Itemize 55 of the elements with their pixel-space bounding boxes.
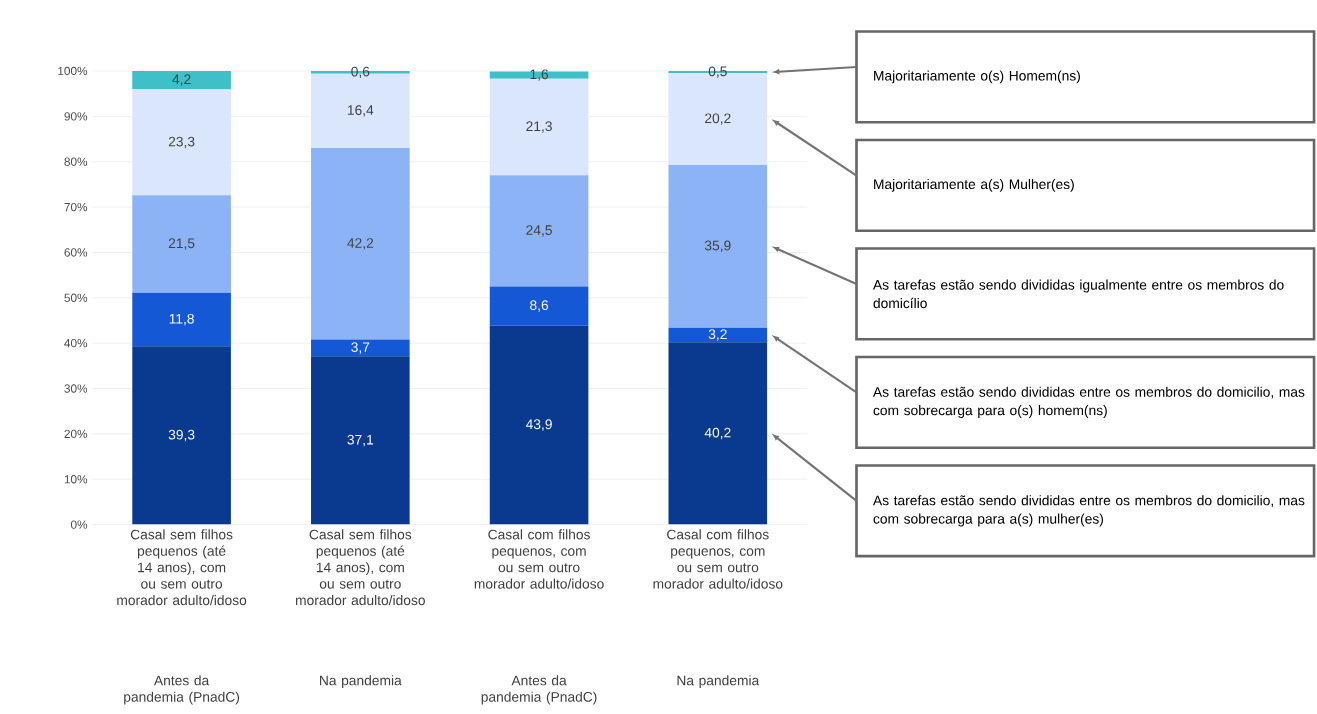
y-tick-label: 70% xyxy=(64,202,88,212)
data-label: 16,4 xyxy=(347,105,374,117)
data-label: 21,3 xyxy=(526,121,552,133)
text: Na pandemia xyxy=(677,675,760,689)
data-label: 3,7 xyxy=(351,342,370,354)
data-label: 39,3 xyxy=(168,429,195,442)
data-label: 11,8 xyxy=(169,313,194,326)
y-tick-label: 60% xyxy=(64,248,88,257)
bar xyxy=(132,89,231,196)
bar xyxy=(668,327,768,343)
y-tick-label: 40% xyxy=(64,338,88,348)
data-label: 40,2 xyxy=(704,427,731,440)
x-tick-label: Casal com filhos pequenos, com ou sem outro morador adulto/idoso xyxy=(653,529,783,589)
bar xyxy=(668,342,768,525)
bar xyxy=(489,325,589,525)
data-label: 42,2 xyxy=(347,238,374,250)
x-tick-label: Casal sem filhos pequenos (até 14 anos), com ou sem outro morador adulto/idoso xyxy=(117,529,247,606)
text: Majoritariamente o(s) Homem(ns) xyxy=(874,70,1080,84)
y-tick-label: 90% xyxy=(64,112,88,121)
bar xyxy=(132,292,231,347)
bar xyxy=(668,164,768,328)
data-label: 43,9 xyxy=(525,419,552,431)
text: As tarefas estão sendo divididas entre os membros do domicilio, mas com sobrecarga para a(s) mulher(es) xyxy=(872,495,1305,527)
data-label: 4,2 xyxy=(172,74,191,86)
data-label: 23,3 xyxy=(168,136,195,149)
bar xyxy=(311,148,410,340)
bar xyxy=(132,71,231,90)
bar xyxy=(489,286,589,326)
y-tick-label: 0% xyxy=(70,520,88,529)
data-label: 8,6 xyxy=(530,300,549,312)
x-tick-label: Casal com filhos pequenos, com ou sem outro morador adulto/idoso xyxy=(474,529,604,589)
y-tick-label: 20% xyxy=(64,429,88,439)
y-tick-label: 100% xyxy=(58,66,88,76)
data-label: 21,5 xyxy=(168,238,195,250)
bar xyxy=(311,339,410,357)
x-tick-label: Casal sem filhos pequenos (até 14 anos), com ou sem outro morador adulto/idoso xyxy=(296,529,425,606)
text: Majoritariamente a(s) Mulher(es) xyxy=(874,178,1074,192)
text: Antes da pandemia (PnadC) xyxy=(481,675,597,705)
y-tick-label: 50% xyxy=(64,293,88,303)
data-label: 20,2 xyxy=(705,113,731,125)
bar xyxy=(132,346,231,525)
data-label: 37,1 xyxy=(347,434,374,447)
y-tick-label: 80% xyxy=(64,157,88,166)
data-label: 35,9 xyxy=(704,240,731,253)
y-tick-label: 30% xyxy=(64,384,88,393)
bar xyxy=(132,195,231,293)
text: Na pandemia xyxy=(320,675,402,689)
text: As tarefas estão sendo divididas entre os membros do domicilio, mas com sobrecarga para o(s) homem(ns) xyxy=(872,386,1305,418)
data-label: 24,5 xyxy=(526,225,552,237)
data-label: 3,2 xyxy=(708,329,727,341)
y-tick-label: 10% xyxy=(64,475,88,484)
bar xyxy=(311,356,410,525)
bar xyxy=(489,175,589,287)
text: As tarefas estão sendo divididas igualmente entre os membros do domicílio xyxy=(872,279,1284,309)
text: Antes da pandemia (PnadC) xyxy=(124,675,240,705)
